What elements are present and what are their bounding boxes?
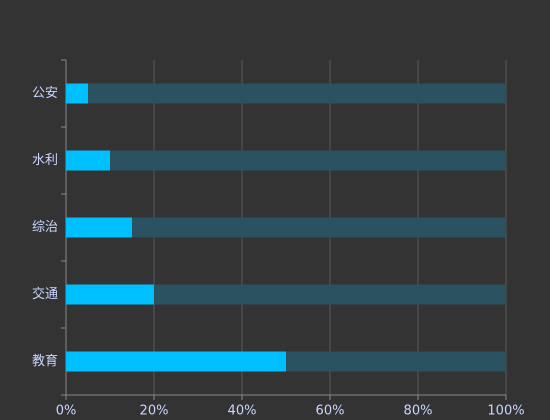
y-tick-label: 水利 <box>32 153 58 168</box>
bar-track <box>66 284 506 305</box>
y-tick-label: 交通 <box>32 286 58 302</box>
x-tick-label: 20% <box>140 404 169 419</box>
bar-track <box>66 150 506 171</box>
bar <box>66 217 132 238</box>
x-tick-label: 60% <box>316 404 345 419</box>
bar <box>66 150 110 171</box>
bar <box>66 351 286 372</box>
y-tick-label: 公安 <box>32 86 58 101</box>
y-tick-label: 综治 <box>32 220 58 235</box>
y-tick-label: 教育 <box>32 353 58 369</box>
bar-track <box>66 83 506 104</box>
x-tick-label: 40% <box>228 404 257 419</box>
bar <box>66 284 154 305</box>
x-tick-label: 80% <box>404 404 433 419</box>
bar-track <box>66 217 506 238</box>
x-tick-label: 0% <box>56 404 77 419</box>
x-tick-label: 100% <box>487 404 524 419</box>
bar <box>66 83 88 104</box>
